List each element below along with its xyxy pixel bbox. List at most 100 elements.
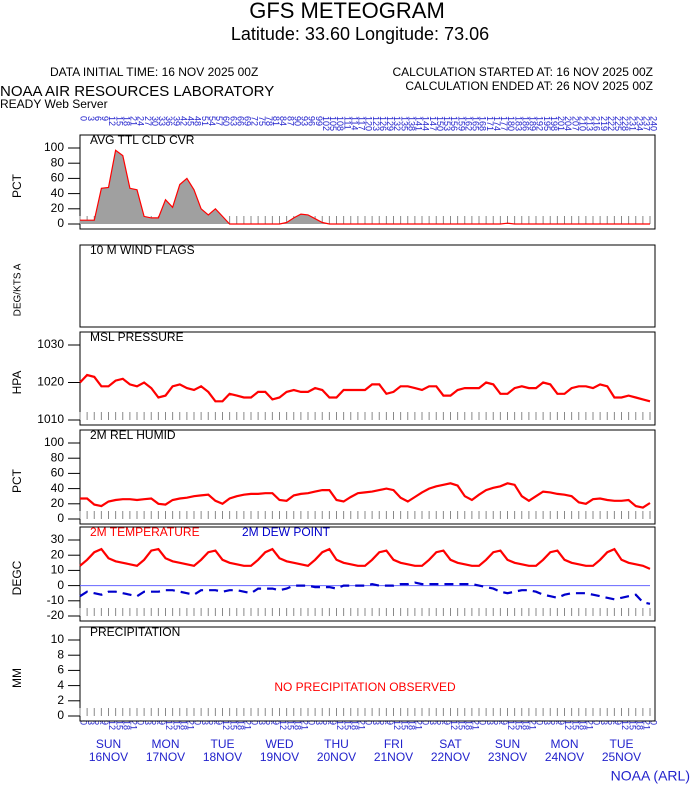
forecast-hour: 210 [577, 116, 587, 131]
panel-title: AVG TTL CLD CVR [90, 133, 195, 147]
forecast-hour: 240 [649, 116, 659, 131]
hour-label: 15 [570, 720, 580, 730]
cloud-line [80, 149, 650, 225]
initial-time: DATA INITIAL TIME: 16 NOV 2025 00Z [50, 65, 258, 79]
forecast-hour: 69 [243, 116, 253, 126]
date-label: 22NOV [431, 750, 470, 764]
forecast-hour: 60 [221, 116, 231, 126]
series-line [79, 581, 651, 605]
hour-label: 6 [435, 720, 445, 725]
forecast-hour: 219 [599, 116, 609, 131]
y-tick-label: 0 [57, 511, 64, 525]
hour-label: 21 [129, 720, 139, 730]
forecast-hour: 237 [642, 116, 652, 131]
forecast-hour: 114 [349, 116, 359, 130]
hour-label: 18 [520, 720, 530, 730]
hour-label: 9 [385, 720, 395, 725]
y-tick-label: 4 [57, 678, 64, 692]
forecast-hour: 231 [627, 116, 637, 131]
day-label: THU [324, 737, 349, 751]
y-label: DEG/KTS A [13, 263, 24, 316]
forecast-hour: 72 [250, 116, 260, 126]
hour-label: 12 [221, 720, 231, 730]
forecast-hour: 186 [520, 116, 530, 131]
y-tick-label: 40 [51, 186, 65, 200]
forecast-hour: 228 [620, 116, 630, 131]
day-label: MON [551, 737, 579, 751]
y-label: PCT [10, 468, 24, 493]
hour-label: 3 [314, 720, 324, 725]
forecast-hour: 15 [114, 116, 124, 126]
hour-label: 21 [414, 720, 424, 730]
forecast-hour: 126 [378, 116, 388, 131]
calc-started: CALCULATION STARTED AT: 16 NOV 2025 00Z [392, 65, 653, 79]
forecast-hour: 18 [121, 116, 131, 126]
forecast-hour: 102 [321, 116, 331, 131]
forecast-hour: 63 [228, 116, 238, 126]
date-label: 24NOV [545, 750, 584, 764]
y-tick-label: 20 [51, 201, 65, 215]
forecast-hour: 183 [513, 116, 523, 131]
hour-label: 3 [428, 720, 438, 725]
forecast-hour: 180 [506, 116, 516, 131]
hour-label: 12 [335, 720, 345, 730]
hour-label: 21 [243, 720, 253, 730]
y-tick-label: 1010 [37, 412, 64, 426]
forecast-hour: 105 [328, 116, 338, 131]
day-label: TUE [610, 737, 634, 751]
day-label: TUE [211, 737, 235, 751]
date-label: 19NOV [260, 750, 299, 764]
panel-title: MSL PRESSURE [90, 330, 184, 344]
server: READY Web Server [0, 97, 108, 111]
y-label: MM [10, 668, 24, 688]
forecast-hour: 222 [606, 116, 616, 131]
forecast-hour: 195 [542, 116, 552, 131]
y-tick-label: 6 [57, 663, 64, 677]
hour-label: 6 [606, 720, 616, 725]
y-label: PCT [10, 173, 24, 198]
forecast-hour: 120 [364, 116, 374, 131]
forecast-hour: 162 [463, 116, 473, 131]
hour-label: 21 [357, 720, 367, 730]
hour-label: 15 [399, 720, 409, 730]
date-label: 17NOV [146, 750, 185, 764]
forecast-hour: 129 [385, 116, 395, 131]
hour-label: 18 [577, 720, 587, 730]
hour-label: 21 [642, 720, 652, 730]
y-tick-label: 8 [57, 647, 64, 661]
hour-label: 12 [620, 720, 630, 730]
annotation: NO PRECIPITATION OBSERVED [274, 680, 456, 694]
date-label: 25NOV [602, 750, 641, 764]
forecast-hour: 159 [456, 116, 466, 131]
series-line [79, 373, 651, 403]
day-label: SUN [495, 737, 520, 751]
hour-label: 6 [93, 720, 103, 725]
forecast-hour: 54 [207, 116, 217, 126]
day-label: WED [266, 737, 294, 751]
day-label: SUN [96, 737, 121, 751]
lab: NOAA AIR RESOURCES LABORATORY [0, 83, 274, 100]
forecast-hour: 96 [307, 116, 317, 126]
forecast-hour: 123 [371, 116, 381, 131]
y-tick-label: 0 [57, 578, 64, 592]
hour-label: 21 [528, 720, 538, 730]
forecast-hour: 234 [634, 116, 644, 131]
y-tick-label: 30 [51, 532, 65, 546]
panel-frame [79, 134, 656, 230]
panel-title: PRECIPITATION [90, 625, 180, 639]
forecast-hour: 198 [549, 116, 559, 131]
y-tick-label: 10 [51, 632, 65, 646]
hour-label: 0 [421, 720, 431, 725]
y-tick-label: -20 [47, 608, 65, 622]
hour-label: 0 [478, 720, 488, 725]
forecast-hour: 156 [449, 116, 459, 131]
y-tick-label: 10 [51, 563, 65, 577]
hour-label: 15 [342, 720, 352, 730]
hour-label: 15 [627, 720, 637, 730]
forecast-hour: 0 [79, 116, 89, 121]
hour-label: 6 [207, 720, 217, 725]
forecast-hour: 225 [613, 116, 623, 131]
hour-label: 6 [492, 720, 502, 725]
forecast-hour: 174 [492, 116, 502, 131]
